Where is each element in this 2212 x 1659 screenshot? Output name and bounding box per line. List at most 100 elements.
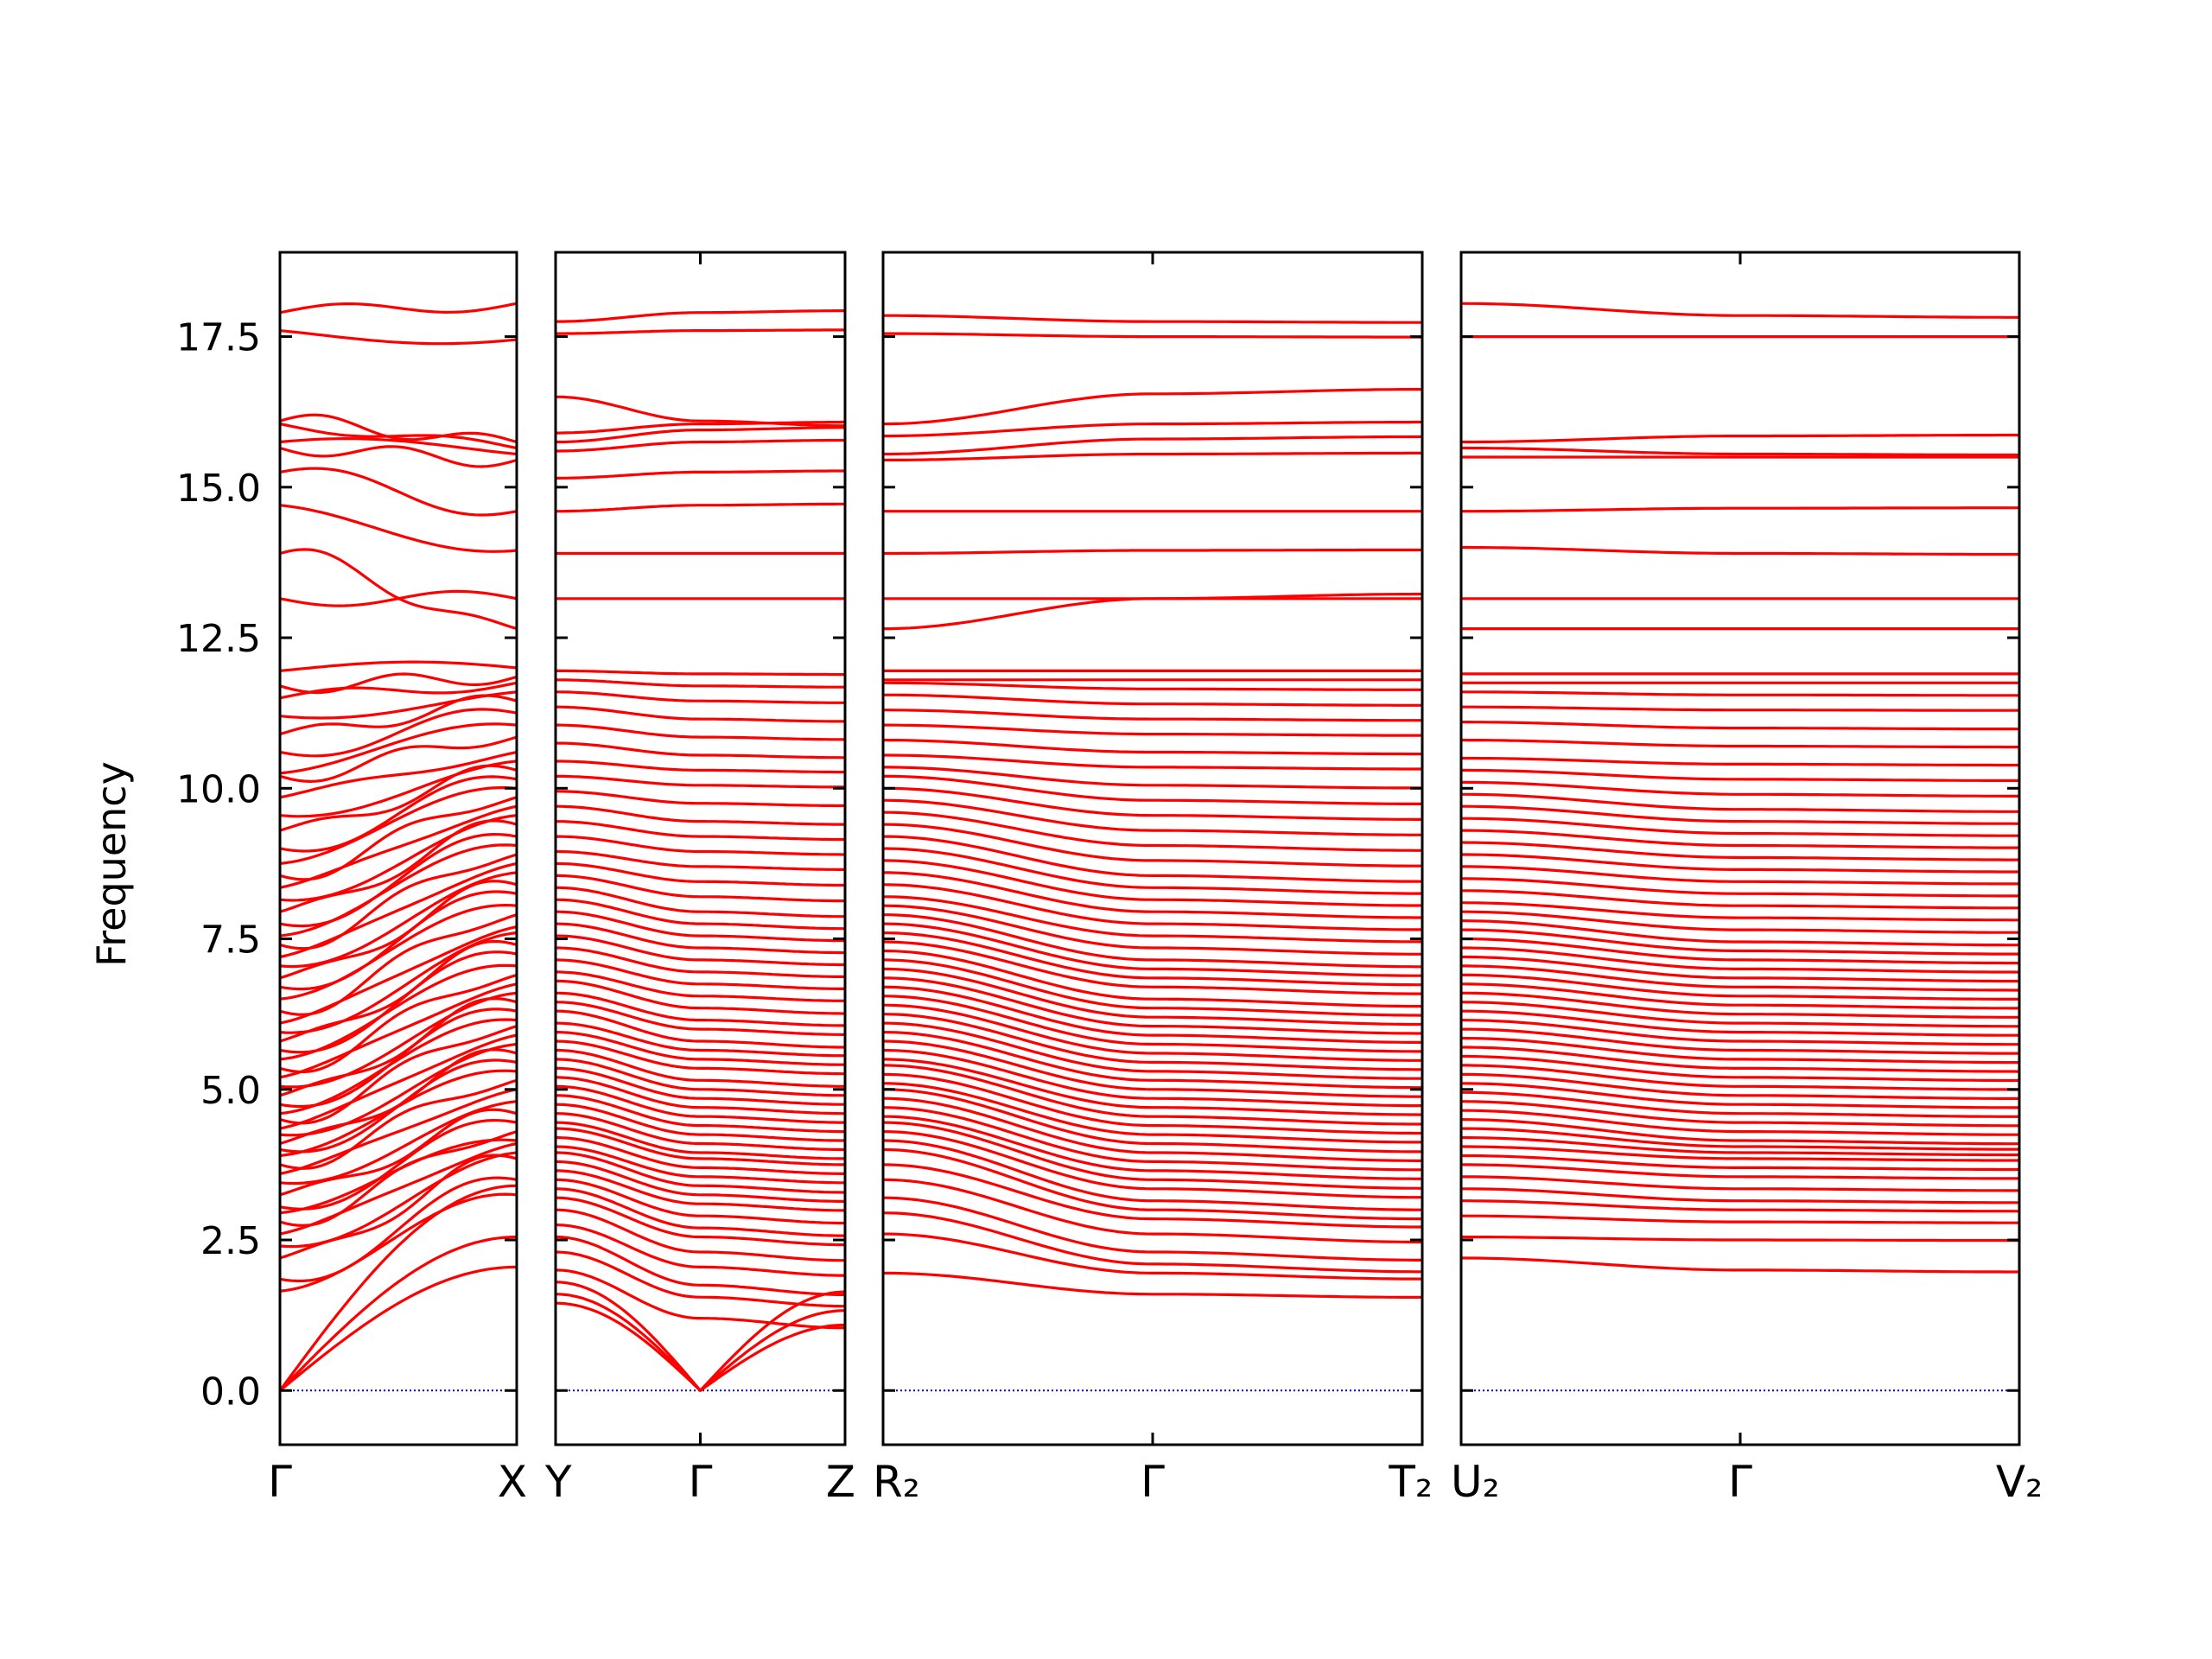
band-line [556,1009,845,1049]
band-line [1461,804,2019,825]
band-line [1461,1046,2019,1073]
band-line [883,1121,1422,1190]
band-line [883,940,1422,995]
panel-frame [278,251,518,1446]
band-line [280,735,517,783]
band-line [1461,1054,2019,1083]
band-line [1461,1109,2019,1136]
band-line [1461,1072,2019,1100]
band-line [556,1084,845,1124]
bands-group [556,309,845,1392]
band-line [883,958,1422,1017]
band-line [883,847,1422,895]
band-line [883,1003,1422,1062]
band-line [883,548,1422,556]
band-line [1461,889,2019,910]
band-line [1461,1127,2019,1151]
band-line [883,931,1422,987]
band-line [280,681,517,700]
y-tick-label: 15.0 [176,467,261,511]
band-line [883,798,1422,836]
band-line [556,1301,845,1392]
band-line [883,1271,1422,1299]
band-line [556,1058,845,1097]
band-line [280,708,517,758]
bands-group [280,302,517,1392]
band-line [280,1025,517,1125]
panel-3: R₂ Γ T₂ [873,251,1433,1507]
band-line [883,766,1422,790]
band-line [556,1127,845,1166]
band-line [556,1021,845,1058]
band-line [556,1103,845,1142]
x-tick-label: Γ [268,1457,292,1507]
band-line [280,1033,517,1130]
band-line [280,950,517,1054]
band-line [883,1130,1422,1199]
band-line [883,995,1422,1053]
band-line [1461,928,2019,956]
band-line [280,329,517,346]
band-line [556,1293,845,1392]
band-line [556,1135,845,1175]
band-line [556,420,845,435]
band-line [556,804,845,826]
band-line [1461,1235,2019,1243]
band-line [280,973,517,1074]
band-line [556,1112,845,1152]
band-line [883,1013,1422,1071]
band-line [280,871,517,969]
band-line [1461,982,2019,1010]
band-line [1461,1019,2019,1046]
band-line [1461,302,2019,319]
y-tick-label: 0.0 [200,1370,261,1414]
band-line [883,859,1422,907]
band-line [556,1121,845,1160]
band-line [280,504,517,553]
band-line [883,1163,1422,1229]
band-line [556,426,845,444]
band-line [883,1088,1422,1154]
band-line [1461,853,2019,874]
band-line [280,722,517,775]
band-line [883,693,1422,707]
band-line [556,502,845,513]
band-line [556,979,845,1015]
band-line [883,823,1422,868]
band-line [1461,1135,2019,1157]
band-line [883,738,1422,756]
band-line [883,1021,1422,1080]
band-line [1461,937,2019,965]
band-line [556,328,845,335]
band-line [1461,1090,2019,1118]
band-line [556,922,845,955]
band-line [556,1250,845,1308]
band-line [556,760,845,774]
band-line [280,775,517,853]
band-line [883,1096,1422,1162]
band-line [556,886,845,918]
band-line [1461,1256,2019,1274]
band-line [883,420,1422,438]
y-tick-label: 2.5 [200,1219,261,1263]
x-tick-label: U₂ [1451,1457,1500,1507]
band-line [883,1072,1422,1135]
band-line [280,931,517,1034]
band-line [556,1235,845,1297]
band-line [556,469,845,480]
band-line [280,814,517,902]
band-line [1461,705,2019,712]
y-tick-label: 17.5 [176,316,261,360]
band-line [1461,817,2019,837]
x-tick-label: Z [826,1457,855,1507]
band-line [1461,690,2019,697]
band-line [280,796,517,881]
band-line [883,949,1422,1008]
band-line [1461,1036,2019,1065]
band-line [280,982,517,1079]
band-line [883,1196,1422,1262]
y-tick-label: 5.0 [200,1069,261,1113]
band-line [280,423,517,450]
band-line [280,890,517,991]
band-line [883,871,1422,919]
